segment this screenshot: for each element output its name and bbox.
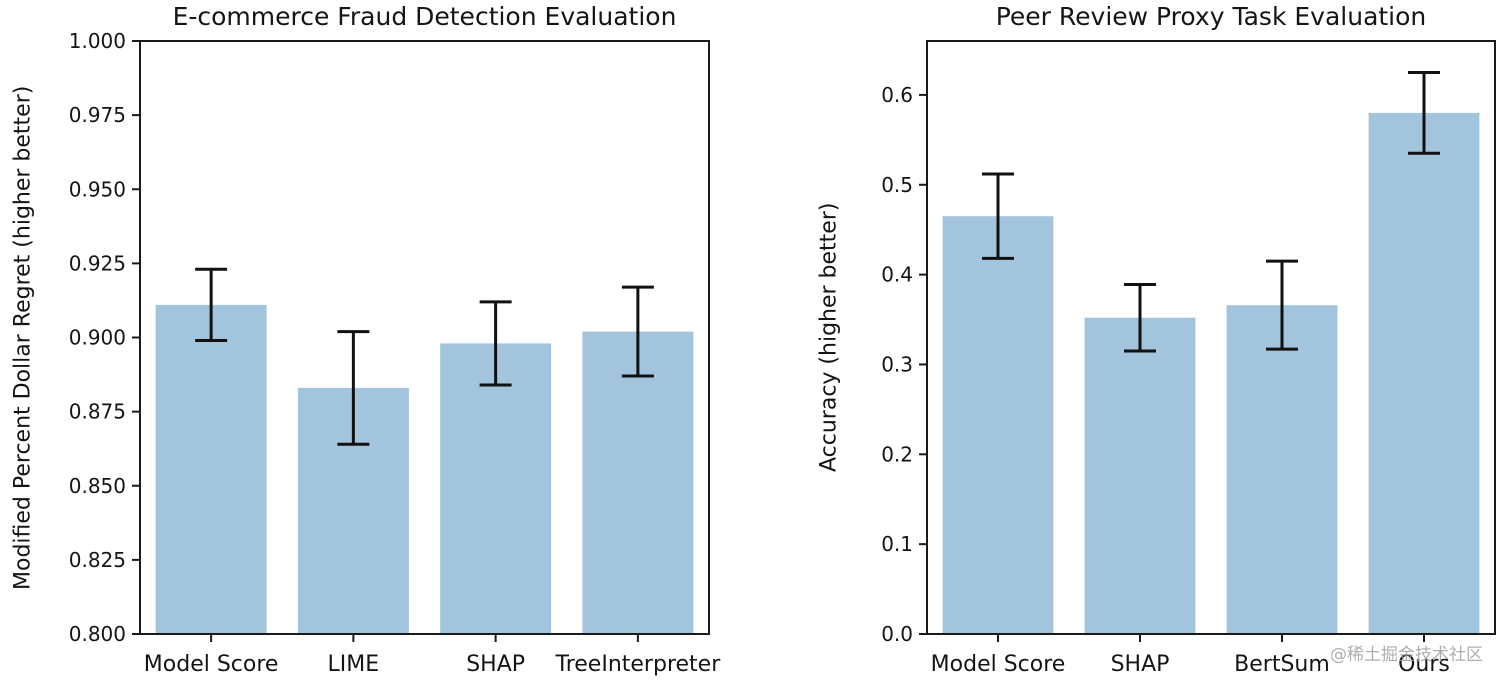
bar-bertsum	[1226, 305, 1338, 634]
y-tick-label: 0.875	[69, 400, 126, 424]
y-tick-label: 0.2	[881, 442, 913, 466]
bar-ours	[1368, 112, 1480, 634]
error-bar-treeinterpreter	[621, 285, 654, 378]
y-tick-label: 0.800	[69, 622, 126, 646]
x-tick-label-model-score: Model Score	[931, 652, 1066, 677]
chart-peer-review-title: Peer Review Proxy Task Evaluation	[995, 2, 1427, 31]
bar-shap	[440, 343, 552, 634]
y-tick-label: 0.6	[881, 83, 913, 107]
y-tick-label: 0.850	[69, 474, 126, 498]
y-tick-label: 0.950	[69, 177, 126, 201]
bar-shap	[1084, 317, 1196, 634]
x-tick-label-ours: Ours	[1398, 652, 1450, 677]
error-bar-bertsum	[1266, 259, 1298, 351]
error-bar-shap	[1124, 282, 1156, 353]
y-tick-label: 0.1	[881, 532, 913, 556]
y-tick-label: 0.0	[881, 622, 913, 646]
error-bar-model-score	[195, 267, 228, 342]
y-tick-label: 0.4	[881, 263, 913, 287]
x-tick-label-shap: SHAP	[466, 652, 525, 677]
y-tick-label: 0.825	[69, 548, 126, 572]
error-bar-model-score	[982, 172, 1014, 260]
plot-spines	[926, 40, 1496, 635]
bar-treeinterpreter	[582, 331, 694, 634]
y-tick-label: 0.925	[69, 251, 126, 275]
y-tick-label: 1.000	[69, 29, 126, 53]
bar-model-score	[155, 304, 267, 634]
x-tick-label-lime: LIME	[328, 652, 380, 677]
watermark: @稀土掘金技术社区	[1330, 645, 1483, 665]
chart-fraud-title: E-commerce Fraud Detection Evaluation	[172, 2, 677, 31]
y-tick-label: 0.5	[881, 173, 913, 197]
x-tick-label-model-score: Model Score	[144, 652, 279, 677]
x-tick-label-bertsum: BertSum	[1234, 652, 1330, 677]
x-tick-label-treeinterpreter: TreeInterpreter	[555, 652, 722, 677]
x-tick-label-shap: SHAP	[1111, 652, 1170, 677]
bar-model-score	[942, 216, 1054, 634]
y-tick-label: 0.975	[69, 103, 126, 127]
error-bar-lime	[337, 330, 370, 446]
y-tick-label: 0.3	[881, 352, 913, 376]
error-bar-ours	[1408, 70, 1440, 155]
y-tick-label: 0.900	[69, 326, 126, 350]
error-bar-shap	[479, 300, 512, 387]
